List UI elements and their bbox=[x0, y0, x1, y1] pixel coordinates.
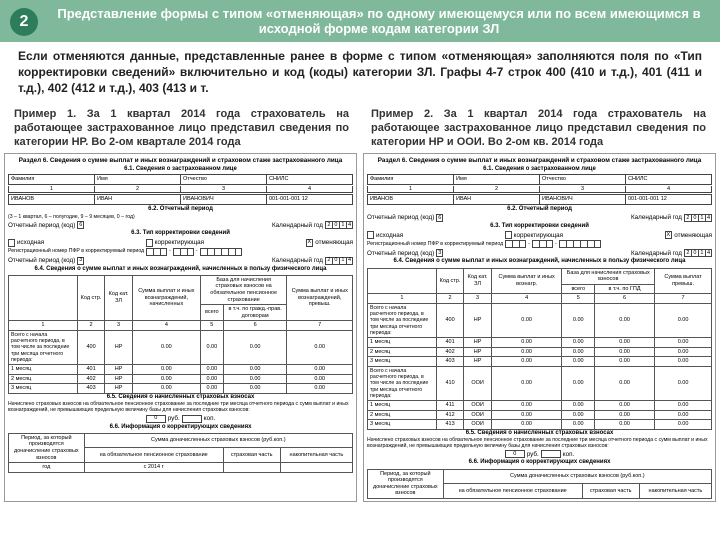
lbl-kaly2: Календарный год bbox=[272, 257, 323, 265]
lbl-kop: коп. bbox=[204, 415, 216, 423]
year-boxes-2: 2014 bbox=[325, 257, 353, 265]
s66-title: 6.6. Информация о корректирующих сведени… bbox=[8, 424, 353, 431]
col-snils: СНИЛС bbox=[267, 174, 353, 185]
period-row: (3 – 1 квартал, 6 – полугодие, 9 – 9 мес… bbox=[8, 214, 353, 220]
name-values-r: ИВАНОВИВАНИВАНОВИЧ001-001-001 12 bbox=[367, 194, 712, 205]
lbl-rub: руб. bbox=[168, 415, 180, 423]
box-isx bbox=[8, 239, 15, 247]
s63-title-r: 6.3. Тип корректировки сведений bbox=[367, 223, 712, 230]
form-right: Раздел 6. Сведения о сумме выплат и иных… bbox=[363, 153, 716, 502]
s61-title: 6.1. Сведения о застрахованном лице bbox=[8, 166, 353, 173]
s65-title: 6.5. Сведения о начисленных страховых вз… bbox=[8, 394, 353, 401]
reg-row: Регистрационный номер ПФР в корректируем… bbox=[8, 248, 353, 256]
box-korr bbox=[146, 239, 153, 247]
col-fam: Фамилия bbox=[8, 174, 95, 185]
name-header: Фамилия Имя Отчество СНИЛС bbox=[8, 174, 353, 185]
year-boxes: 2014 bbox=[325, 221, 353, 229]
kop-box bbox=[182, 415, 202, 423]
table-64-left: Код стр.Код кат. ЗЛСумма выплат и иных в… bbox=[8, 275, 353, 394]
korr-period-row: Отчетный период (код) 3 Календарный год … bbox=[8, 257, 353, 265]
forms-row: Раздел 6. Сведения о сумме выплат и иных… bbox=[0, 153, 720, 502]
label-kaly: Календарный год bbox=[272, 222, 323, 230]
sec6-title-r: Раздел 6. Сведения о сумме выплат и иных… bbox=[367, 157, 712, 165]
table-66-left: Период, за который производятся доначисл… bbox=[8, 433, 353, 473]
lbl-otchkorr: Отчетный период (код) bbox=[8, 257, 75, 265]
col-im: Имя bbox=[95, 174, 181, 185]
type-row: исходная корректирующая Xотменяющая bbox=[8, 239, 353, 247]
name-values: ИВАНОВ ИВАН ИВАНОВИЧ 001-001-001 12 bbox=[8, 194, 353, 205]
example-1: Пример 1. За 1 квартал 2014 года страхов… bbox=[8, 103, 355, 154]
form-left: Раздел 6. Сведения о сумме выплат и иных… bbox=[4, 153, 357, 502]
s65-text: Начислено страховых взносов на обязатель… bbox=[8, 401, 353, 413]
name-colnums: 1234 bbox=[8, 186, 353, 194]
lbl-korr: корректирующая bbox=[155, 239, 204, 247]
intro-text: Если отменяются данные, представленные р… bbox=[0, 42, 720, 103]
table-66-right: Период, за который производятся доначисл… bbox=[367, 469, 712, 499]
s65-amount: 0руб. коп. bbox=[8, 415, 353, 423]
header-title: Представление формы с типом «отменяющая»… bbox=[50, 6, 708, 36]
val-snils: 001-001-001 12 bbox=[267, 194, 353, 205]
period-fields-r: Отчетный период (код) 6 Календарный год … bbox=[367, 214, 712, 222]
sec6-title: Раздел 6. Сведения о сумме выплат и иных… bbox=[8, 157, 353, 165]
s61-title-r: 6.1. Сведения о застрахованном лице bbox=[367, 166, 712, 173]
s65-amount-r: 0руб. коп. bbox=[367, 450, 712, 458]
period-fields: Отчетный период (код) 6 Календарный год … bbox=[8, 221, 353, 229]
header-bar: 2 Представление формы с типом «отменяюща… bbox=[0, 0, 720, 42]
box-otm: X bbox=[306, 239, 314, 247]
val-ot: ИВАНОВИЧ bbox=[181, 194, 267, 205]
name-header-r: ФамилияИмяОтчествоСНИЛС bbox=[367, 174, 712, 185]
s62-title-r: 6.2. Отчетный период bbox=[367, 206, 712, 213]
type-row-r: исходная корректирующая Xотменяющая bbox=[367, 231, 712, 239]
s65-text-r: Начислено страховых взносов на обязатель… bbox=[367, 437, 712, 449]
val-im: ИВАН bbox=[95, 194, 181, 205]
s62-title: 6.2. Отчетный период bbox=[8, 206, 353, 213]
rub-box: 0 bbox=[146, 415, 166, 423]
val-fam: ИВАНОВ bbox=[8, 194, 95, 205]
s64-title: 6.4. Сведения о сумме выплат и иных возн… bbox=[8, 266, 353, 273]
s63-title: 6.3. Тип корректировки сведений bbox=[8, 230, 353, 237]
examples-row: Пример 1. За 1 квартал 2014 года страхов… bbox=[0, 103, 720, 154]
lbl-isx: исходная bbox=[17, 239, 44, 247]
label-otchp: Отчетный период (код) bbox=[8, 222, 75, 230]
korr-period-row-r: Отчетный период (код) 3 Календарный год … bbox=[367, 249, 712, 257]
col-ot: Отчество bbox=[181, 174, 267, 185]
reg-row-r: Регистрационный номер ПФР в корректируем… bbox=[367, 240, 712, 248]
step-number-badge: 2 bbox=[10, 8, 38, 36]
box-otchkorr: 3 bbox=[77, 257, 84, 265]
s65-title-r: 6.5. Сведения о начисленных страховых вз… bbox=[367, 430, 712, 437]
box-otchp: 6 bbox=[77, 221, 84, 229]
s64-title-r: 6.4. Сведения о сумме выплат и иных возн… bbox=[367, 258, 712, 265]
lbl-reg: Регистрационный номер ПФР в корректируем… bbox=[8, 248, 144, 254]
example-2: Пример 2. За 1 квартал 2014 года страхов… bbox=[365, 103, 712, 154]
lbl-otm: отменяющая bbox=[315, 239, 353, 247]
table-64-right: Код стр.Код кат. ЗЛСумма выплат и иных в… bbox=[367, 268, 712, 430]
s66-title-r: 6.6. Информация о корректирующих сведени… bbox=[367, 459, 712, 466]
